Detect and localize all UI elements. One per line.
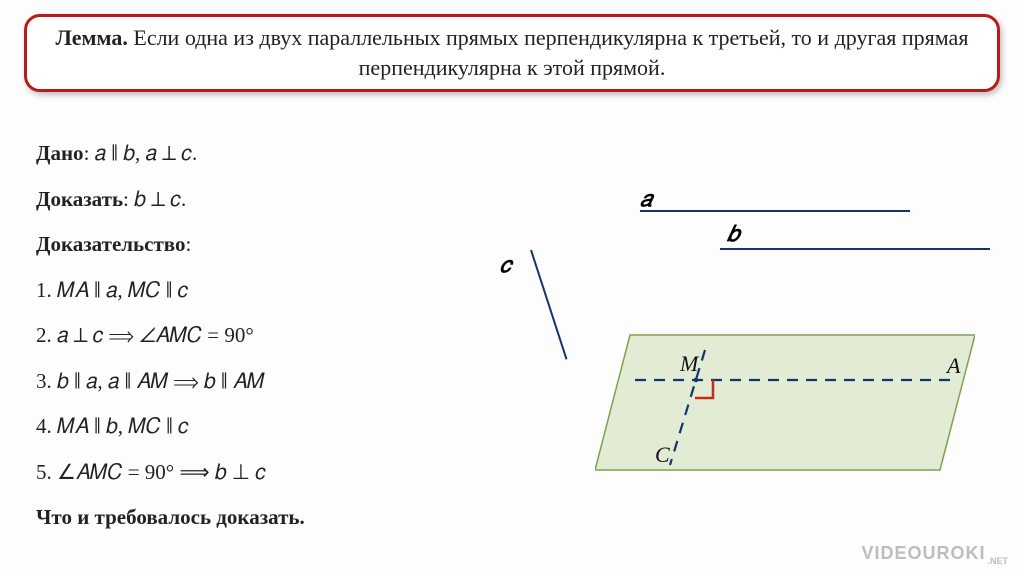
step-4: 4. 𝑀𝐴 ∥ 𝑏, 𝑀𝐶 ∥ 𝑐: [36, 411, 506, 443]
lemma-lead: Лемма.: [56, 25, 128, 50]
step-3: 3. 𝑏 ∥ 𝑎, 𝑎 ∥ 𝐴𝑀 ⟹ 𝑏 ∥ 𝐴𝑀: [36, 366, 506, 398]
label-a: 𝑎: [640, 186, 652, 212]
given-label: Дано: [36, 141, 84, 165]
lemma-text: Лемма. Если одна из двух параллельных пр…: [51, 23, 973, 82]
qed: Что и требовалось доказать.: [36, 502, 506, 534]
step-2: 2. 𝑎 ⊥ 𝑐 ⟹ ∠𝐴𝑀𝐶 = 90°: [36, 320, 506, 352]
label-b: 𝑏: [727, 221, 739, 247]
point-m: [694, 378, 699, 383]
line-b: [720, 248, 990, 250]
watermark-suffix: .NET: [985, 556, 1008, 566]
watermark-main: VIDEOUROKI: [861, 543, 985, 563]
plane-shape: [595, 335, 975, 470]
step-1: 1. 𝑀𝐴 ∥ 𝑎, 𝑀𝐶 ∥ 𝑐: [36, 275, 506, 307]
line-c: [530, 250, 567, 360]
prove-label: Доказать: [36, 187, 123, 211]
proof-label: Доказательство: [36, 232, 185, 256]
plane-diagram: M A C: [595, 325, 975, 475]
label-a-point: A: [945, 353, 961, 378]
watermark: VIDEOUROKI.NET: [861, 543, 1008, 566]
label-c-point: C: [655, 442, 670, 467]
label-c: 𝑐: [500, 252, 511, 278]
prove-content: : 𝑏 ⊥ 𝑐.: [123, 187, 186, 211]
lemma-box: Лемма. Если одна из двух параллельных пр…: [24, 14, 1000, 92]
label-m: M: [679, 351, 700, 376]
given-row: Дано: 𝑎 ∥ 𝑏, 𝑎 ⊥ 𝑐.: [36, 138, 506, 170]
proof-label-row: Доказательство:: [36, 229, 506, 261]
proof-column: Дано: 𝑎 ∥ 𝑏, 𝑎 ⊥ 𝑐. Доказать: 𝑏 ⊥ 𝑐. Док…: [36, 138, 506, 548]
prove-row: Доказать: 𝑏 ⊥ 𝑐.: [36, 184, 506, 216]
line-a: [640, 210, 910, 212]
step-5: 5. ∠𝐴𝑀𝐶 = 90° ⟹ 𝑏 ⊥ 𝑐: [36, 457, 506, 489]
given-content: : 𝑎 ∥ 𝑏, 𝑎 ⊥ 𝑐.: [84, 141, 198, 165]
lemma-body: Если одна из двух параллельных прямых пе…: [128, 25, 969, 80]
